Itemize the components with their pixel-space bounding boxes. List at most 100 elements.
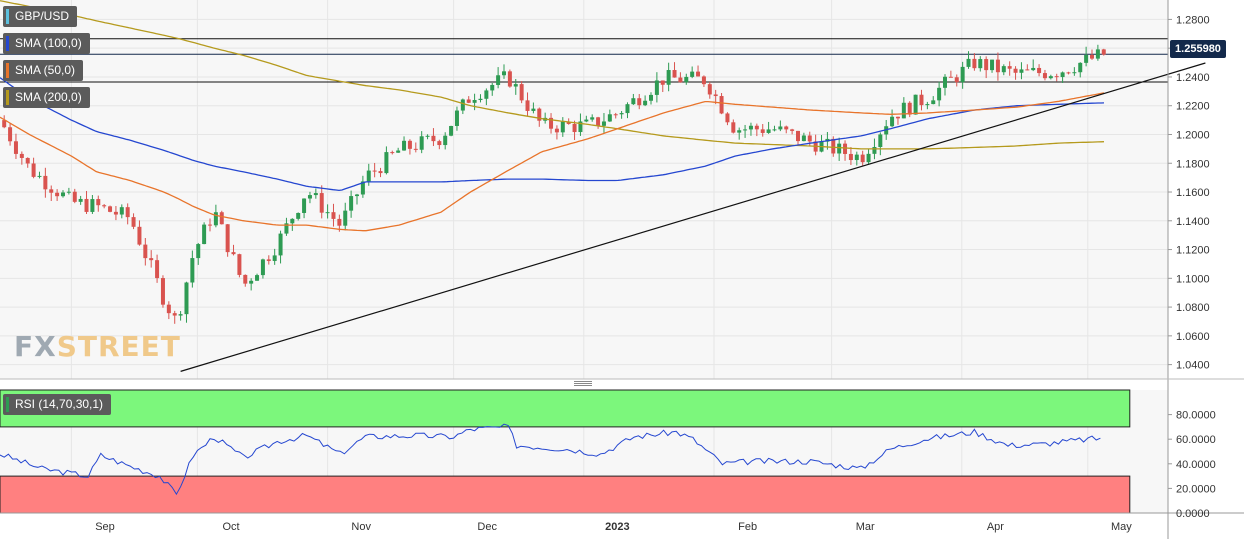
candle-body	[531, 108, 536, 111]
candle-body	[995, 59, 1000, 73]
candle-body	[513, 84, 518, 87]
candle-body	[796, 130, 800, 142]
candle-body	[502, 71, 506, 76]
candle-body	[1013, 68, 1018, 73]
candle-body	[960, 66, 965, 83]
rsi-panel	[0, 389, 1168, 514]
candle-body	[848, 153, 853, 161]
sma200-label[interactable]: SMA (200,0)	[3, 87, 90, 108]
candle-body	[319, 193, 324, 213]
candle-body	[525, 100, 530, 111]
candle-body	[260, 259, 265, 276]
candle-body	[102, 205, 107, 207]
candle-body	[737, 130, 742, 133]
candle-body	[672, 70, 677, 78]
candle-body	[643, 100, 648, 106]
sma100-label-text: SMA (100,0)	[15, 36, 82, 50]
sma100-swatch	[6, 36, 9, 51]
instrument-label[interactable]: GBP/USD	[3, 6, 78, 27]
pane-resize-handle[interactable]	[574, 381, 592, 387]
candle-body	[913, 94, 918, 115]
candle-body	[684, 76, 689, 83]
candle-body	[125, 207, 130, 218]
candle-body	[925, 104, 930, 106]
price-tick-label: 1.2200	[1176, 101, 1210, 113]
candle-body	[1048, 76, 1053, 79]
candle-body	[84, 198, 89, 212]
candle-body	[854, 154, 859, 161]
candle-body	[413, 148, 418, 150]
sma100-label[interactable]: SMA (100,0)	[3, 33, 90, 54]
x-tick-label: Nov	[351, 521, 371, 533]
candle-body	[837, 143, 842, 154]
candle-body	[37, 175, 42, 177]
rsi-swatch	[6, 397, 9, 412]
candle-body	[496, 75, 501, 85]
candle-body	[937, 87, 942, 101]
candle-body	[666, 70, 671, 85]
rsi-tick-label: 80.0000	[1176, 410, 1216, 422]
sma50-label[interactable]: SMA (50,0)	[3, 60, 84, 81]
candle-body	[890, 116, 895, 127]
candle-body	[366, 170, 371, 182]
candle-body	[313, 193, 318, 196]
rsi-tick-label: 60.0000	[1176, 434, 1216, 446]
candle-body	[202, 224, 207, 245]
candle-body	[590, 117, 595, 120]
price-tick-label: 1.2400	[1176, 72, 1210, 84]
x-tick-label: 2023	[605, 521, 629, 533]
candle-body	[1078, 62, 1083, 73]
sma50-line	[0, 92, 1105, 232]
candle-body	[337, 218, 342, 226]
candle-body	[507, 71, 512, 87]
candle-body	[719, 96, 724, 114]
candle-body	[601, 121, 606, 126]
candle-body	[566, 121, 571, 124]
candle-body	[725, 113, 730, 123]
candle-body	[96, 199, 101, 206]
sma200-label-text: SMA (200,0)	[15, 90, 82, 104]
candle-body	[519, 84, 524, 101]
candle-body	[466, 99, 471, 103]
candle-body	[584, 119, 589, 122]
candle-body	[1042, 73, 1047, 79]
candle-body	[454, 110, 459, 126]
rsi-label[interactable]: RSI (14,70,30,1)	[3, 394, 112, 415]
candle-body	[307, 195, 312, 199]
candle-body	[237, 254, 242, 275]
candle-body	[919, 94, 924, 106]
candle-body	[678, 77, 683, 83]
candle-body	[66, 191, 71, 193]
current-price-tag: 1.255980	[1170, 40, 1226, 58]
candle-body	[578, 121, 583, 133]
candle-body	[55, 192, 60, 197]
candle-body	[572, 123, 577, 133]
candle-body	[425, 135, 430, 137]
candle-body	[166, 304, 171, 314]
candle-body	[649, 94, 653, 101]
sma100-line	[0, 77, 1105, 192]
candle-body	[872, 146, 877, 154]
sma200-swatch	[6, 90, 9, 105]
candle-body	[13, 141, 18, 154]
candle-body	[654, 80, 659, 95]
candle-body	[801, 135, 806, 142]
candle-body	[1084, 54, 1089, 63]
candle-body	[754, 125, 759, 130]
candle-body	[172, 313, 177, 316]
candle-body	[807, 135, 812, 142]
candle-body	[690, 71, 695, 77]
watermark-street: STREET	[56, 330, 181, 363]
rsi-oversold-zone	[0, 475, 1131, 514]
candle-body	[8, 127, 13, 142]
candle-body	[78, 198, 83, 202]
candle-body	[290, 218, 295, 224]
price-tick-label: 1.0800	[1176, 302, 1210, 314]
x-tick-label: Dec	[477, 521, 497, 533]
candle-body	[660, 80, 665, 85]
candle-body	[343, 210, 348, 226]
candle-body	[596, 117, 601, 126]
candle-body	[296, 212, 301, 219]
candle-body	[90, 199, 95, 212]
